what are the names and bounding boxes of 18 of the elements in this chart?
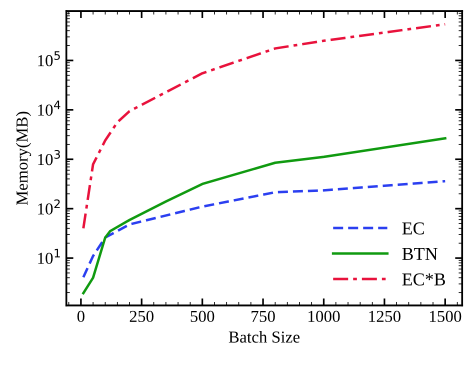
x-tick-label: 0 [77,310,84,322]
legend-label: EC [402,222,424,234]
y-axis-title: Memory(MB) [16,112,32,205]
y-tick-label: 10$^{2}$ [38,199,60,215]
legend-label: EC*B [402,273,446,286]
x-tick-label: 250 [130,310,154,322]
x-tick-label: 750 [252,310,275,322]
y-tick-label: 10$^{3}$ [38,150,60,166]
line-series [82,137,446,294]
y-tick-label: 10$^{4}$ [38,100,60,116]
x-tick-label: 500 [190,310,214,322]
x-axis-title: Batch Size [228,330,300,343]
legend-label: BTN [402,248,438,260]
x-tick-label: 1500 [430,310,462,322]
y-tick-label: 10$^{1}$ [38,248,60,264]
x-tick-label: 1250 [369,310,400,322]
y-tick-label: 10$^{5}$ [38,51,60,66]
x-tick-label: 1000 [308,310,340,322]
